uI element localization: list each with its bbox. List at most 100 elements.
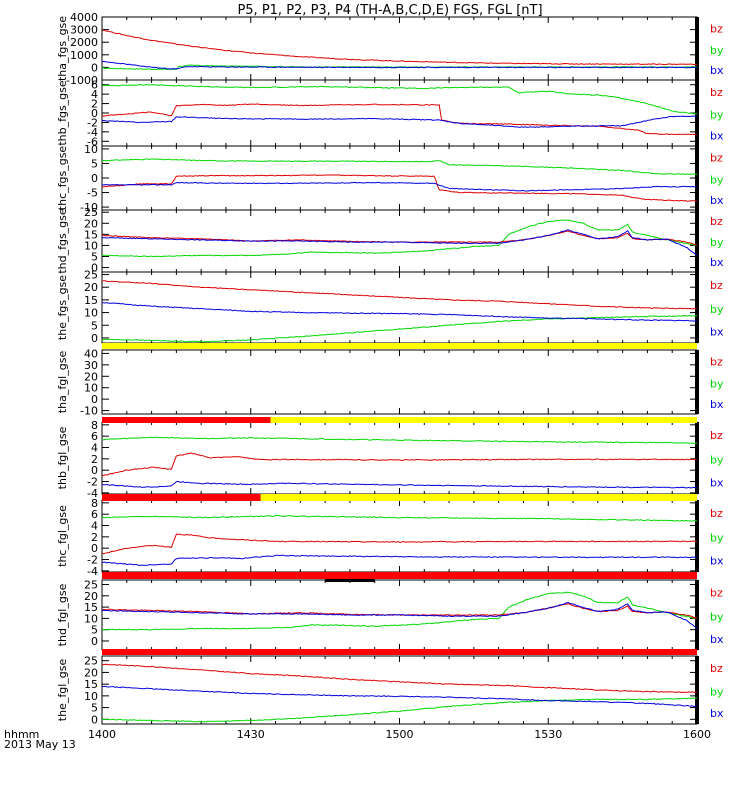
y-tick-label: 15 <box>84 601 98 614</box>
y-tick-label: 20 <box>84 370 98 383</box>
legend-bz: bz <box>710 429 723 442</box>
legend-by: by <box>710 108 724 121</box>
chart-title: P5, P1, P2, P3, P4 (TH-A,B,C,D,E) FGS, F… <box>237 3 542 18</box>
panel-ylabel: the_fgl_gse <box>56 659 69 722</box>
date-label: 2013 May 13 <box>4 738 76 751</box>
y-tick-label: 6 <box>91 508 98 521</box>
legend-by: by <box>710 610 724 623</box>
y-tick-label: 15 <box>84 294 98 307</box>
y-tick-label: 4000 <box>70 11 98 24</box>
y-tick-label: -4 <box>87 126 98 139</box>
y-tick-label: 2 <box>91 531 98 544</box>
series-bz <box>101 452 698 477</box>
y-tick-label: 15 <box>84 228 98 241</box>
y-tick-label: 25 <box>84 579 98 592</box>
flag-bar-segment <box>102 343 697 349</box>
legend-bx: bx <box>710 707 724 720</box>
series-bz <box>101 533 698 555</box>
y-tick-label: 10 <box>84 307 98 320</box>
series-bz <box>101 280 698 310</box>
y-tick-label: 0 <box>91 393 98 406</box>
y-tick-label: -10 <box>80 405 98 418</box>
panel-ylabel: thb_fgs_gse <box>56 80 69 146</box>
panel-frame <box>101 79 698 147</box>
series-by <box>101 436 698 444</box>
right-edge-ticks <box>695 350 699 414</box>
x-tick-label: 1500 <box>386 728 414 741</box>
panel-ylabel: the_fgs_gse <box>56 275 69 340</box>
y-tick-label: 4 <box>91 442 98 455</box>
y-tick-label: -10 <box>80 201 98 214</box>
y-tick-label: 20 <box>84 590 98 603</box>
series-bx <box>101 229 698 256</box>
panel-ylabel: tha_fgl_gse <box>56 351 69 414</box>
series-by <box>101 84 698 115</box>
panel-thc_fgs_gse: 105 0 -5-10 thc_fgs_gse bz by bx <box>56 143 724 214</box>
flag-bar-segment <box>102 417 271 423</box>
series-bx <box>101 302 698 322</box>
y-tick-label: 10 <box>84 239 98 252</box>
y-tick-label: 15 <box>84 678 98 691</box>
panel-ylabel: thc_fgl_gse <box>56 505 69 567</box>
flag-bar-segment <box>270 417 697 423</box>
right-edge-ticks <box>695 422 699 494</box>
series-bz <box>102 603 698 619</box>
panel-ylabel: thd_fgl_gse <box>56 583 69 646</box>
legend-by: by <box>710 685 724 698</box>
y-tick-label: 0 <box>91 542 98 555</box>
y-tick-label: 0 <box>91 464 98 477</box>
y-tick-label: 0 <box>91 262 98 275</box>
series-by <box>101 314 698 343</box>
x-tick-label: 1400 <box>88 728 116 741</box>
series-by <box>101 219 698 258</box>
x-tick-label: 1530 <box>534 728 562 741</box>
legend-bz: bz <box>710 507 723 520</box>
y-tick-label: 30 <box>84 359 98 372</box>
y-tick-label: -5 <box>87 187 98 200</box>
y-tick-label: 10 <box>84 690 98 703</box>
flag-bar-segment <box>102 649 697 655</box>
legend-bx: bx <box>710 398 724 411</box>
right-edge-ticks <box>695 272 699 343</box>
legend-bx: bx <box>710 554 724 567</box>
right-edge-ticks <box>695 580 699 650</box>
legend-by: by <box>710 173 724 186</box>
flag-bar-segment <box>102 572 697 579</box>
legend-bx: bx <box>710 129 724 142</box>
y-tick-label: 5 <box>91 319 98 332</box>
y-tick-label: 40 <box>84 347 98 360</box>
y-tick-label: 0 <box>91 107 98 120</box>
series-bx <box>101 115 698 128</box>
y-tick-label: 0 <box>91 61 98 74</box>
time-label: hhmm <box>4 728 39 741</box>
legend-bz: bz <box>710 86 723 99</box>
x-tick-label: 1430 <box>237 728 265 741</box>
legend-bx: bx <box>710 326 724 339</box>
y-tick-label: -4 <box>87 565 98 578</box>
y-tick-label: -2 <box>87 554 98 567</box>
y-tick-label: 5 <box>91 251 98 264</box>
panel-ylabel: tha_fgs_gse <box>56 16 69 81</box>
legend-by: by <box>710 44 724 57</box>
legend-bx: bx <box>710 256 724 269</box>
y-tick-label: 20 <box>84 217 98 230</box>
panel-ylabel: thd_fgs_gse <box>56 208 69 274</box>
legend-bz: bz <box>710 22 723 35</box>
y-tick-label: 10 <box>84 143 98 156</box>
legend-by: by <box>710 377 724 390</box>
y-tick-label: 1000 <box>70 49 98 62</box>
y-tick-label: 3000 <box>70 24 98 37</box>
y-tick-label: 10 <box>84 612 98 625</box>
right-edge-ticks <box>695 210 699 272</box>
panel-ylabel: thc_fgs_gse <box>56 146 69 211</box>
legend-by: by <box>710 303 724 316</box>
legend-bz: bz <box>710 356 723 369</box>
series-bz <box>101 174 698 202</box>
series-by <box>101 515 698 522</box>
